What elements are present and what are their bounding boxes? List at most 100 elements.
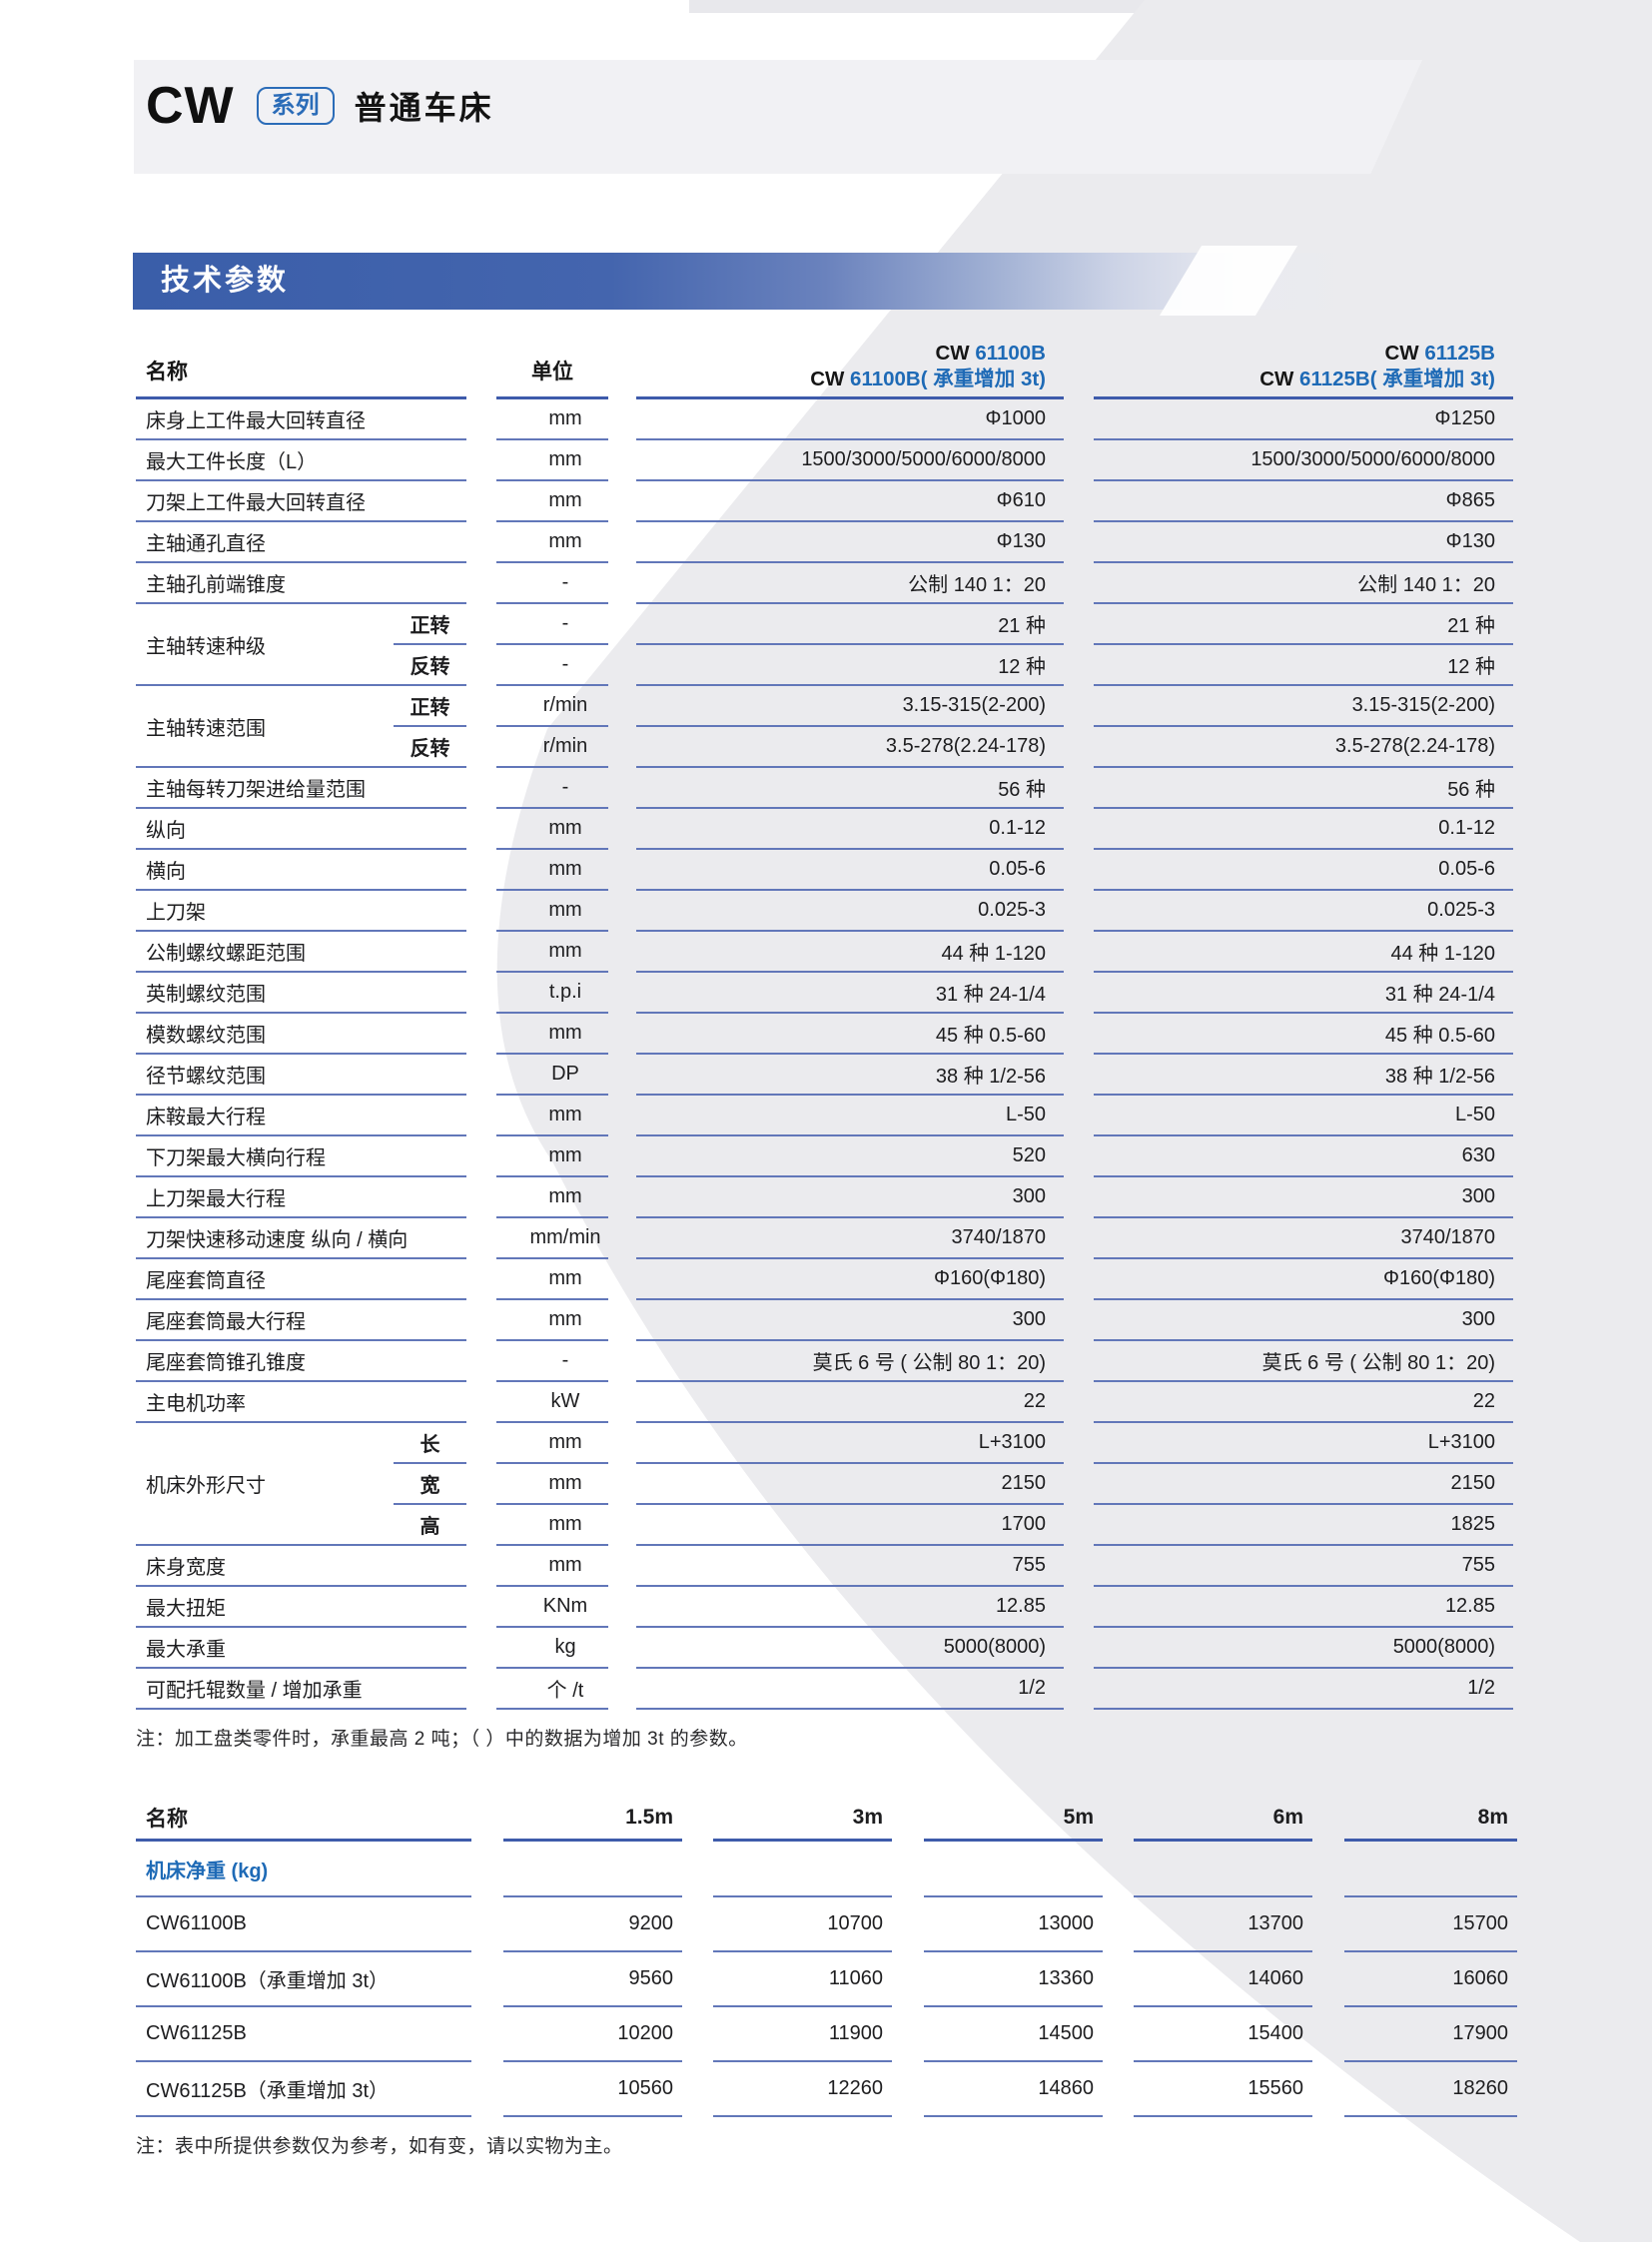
- spec-row-label: 纵向: [136, 809, 466, 850]
- spec-row-sublabel: 宽: [394, 1464, 466, 1505]
- spec-row-sublabel: 高: [394, 1505, 466, 1546]
- spec-row-value: Φ160(Φ180): [1094, 1259, 1513, 1300]
- spec-row-value: 31 种 24-1/4: [1094, 973, 1513, 1014]
- spec-row-label: 公制螺纹螺距范围: [136, 932, 466, 973]
- spec-row-label: 最大承重: [136, 1628, 466, 1669]
- spec-row-value: 12.85: [636, 1587, 1064, 1628]
- weight-group-empty: [1134, 1842, 1312, 1897]
- spec-header-name: 名称: [136, 336, 466, 399]
- spec-row-value: 22: [1094, 1382, 1513, 1423]
- spec-row-value: 21 种: [1094, 604, 1513, 645]
- page-subtitle: 普通车床: [354, 90, 494, 126]
- spec-row-value: 3.5-278(2.24-178): [636, 727, 1064, 768]
- weight-row-label: CW61100B: [136, 1897, 471, 1952]
- weight-row-value: 10200: [503, 2007, 682, 2062]
- spec-row-value: 0.1-12: [1094, 809, 1513, 850]
- spec-row-unit: DP: [496, 1055, 608, 1096]
- spec-table-body: 床身上工件最大回转直径 mm Φ1000 Φ1250 最大工件长度（L） mm 1500/3…: [136, 399, 1513, 1710]
- spec-row-value: Φ865: [1094, 481, 1513, 522]
- spec-group-label: 主轴转速种级: [136, 604, 394, 686]
- spec-row-value: 1500/3000/5000/6000/8000: [636, 440, 1064, 481]
- spec-row-value: 1825: [1094, 1505, 1513, 1546]
- spec-row-unit: -: [496, 1341, 608, 1382]
- spec-row-value: 5000(8000): [1094, 1628, 1513, 1669]
- weight-header-length: 5m: [924, 1796, 1103, 1842]
- weight-row-value: 14500: [924, 2007, 1103, 2062]
- spec-row-value: 300: [1094, 1177, 1513, 1218]
- spec-row-label: 床身宽度: [136, 1546, 466, 1587]
- spec-row-unit: mm: [496, 932, 608, 973]
- spec-row-unit: mm: [496, 1300, 608, 1341]
- spec-row-value: 21 种: [636, 604, 1064, 645]
- weight-row-label: CW61125B（承重增加 3t）: [136, 2062, 471, 2117]
- spec-row-value: 755: [636, 1546, 1064, 1587]
- spec-row-value: 300: [636, 1300, 1064, 1341]
- spec-row-value: 5000(8000): [636, 1628, 1064, 1669]
- spec-row-value: 3740/1870: [1094, 1218, 1513, 1259]
- spec-row-unit: mm: [496, 1464, 608, 1505]
- spec-header-unit: 单位: [496, 336, 608, 399]
- spec-row-sublabel: 正转: [394, 686, 466, 727]
- spec-row-unit: mm: [496, 481, 608, 522]
- spec-row-unit: mm: [496, 1014, 608, 1055]
- spec-row-unit: mm: [496, 1259, 608, 1300]
- spec-row-unit: mm: [496, 1177, 608, 1218]
- spec-row-value: 12.85: [1094, 1587, 1513, 1628]
- weight-header-length: 3m: [713, 1796, 892, 1842]
- model-prefix: CW: [1384, 342, 1425, 365]
- model-number: 61125B( 承重增加 3t): [1299, 368, 1495, 390]
- spec-row-value: Φ1000: [636, 399, 1064, 440]
- spec-row-value: 12 种: [1094, 645, 1513, 686]
- spec-row-value: 1/2: [1094, 1669, 1513, 1710]
- spec-row-unit: r/min: [496, 727, 608, 768]
- weight-row-value: 18260: [1344, 2062, 1517, 2117]
- spec-row-value: Φ130: [636, 522, 1064, 563]
- spec-row-value: 630: [1094, 1136, 1513, 1177]
- spec-row-value: 莫氏 6 号 ( 公制 80 1：20): [636, 1341, 1064, 1382]
- spec-header-model-1: CW 61100B CW 61100B( 承重增加 3t): [636, 336, 1064, 399]
- spec-row-label: 上刀架最大行程: [136, 1177, 466, 1218]
- spec-row-unit: -: [496, 768, 608, 809]
- spec-row-sublabel: 长: [394, 1423, 466, 1464]
- model-number: 61100B: [975, 342, 1046, 365]
- spec-row-unit: KNm: [496, 1587, 608, 1628]
- spec-row-label: 下刀架最大横向行程: [136, 1136, 466, 1177]
- spec-row-unit: mm: [496, 891, 608, 932]
- spec-row-unit: r/min: [496, 686, 608, 727]
- spec-table-header: 名称 单位 CW 61100B CW 61100B( 承重增加 3t) CW 6…: [136, 336, 1513, 399]
- spec-row-value: 755: [1094, 1546, 1513, 1587]
- page-title: CW 系列 普通车床: [146, 80, 494, 132]
- spec-row-value: 1500/3000/5000/6000/8000: [1094, 440, 1513, 481]
- weight-row-value: 12260: [713, 2062, 892, 2117]
- weight-header-length: 6m: [1134, 1796, 1312, 1842]
- spec-row-unit: 个 /t: [496, 1669, 608, 1710]
- spec-row-value: 45 种 0.5-60: [1094, 1014, 1513, 1055]
- weight-group-label: 机床净重 (kg): [136, 1842, 471, 1897]
- weight-row-value: 14060: [1134, 1952, 1312, 2007]
- spec-row-value: 1700: [636, 1505, 1064, 1546]
- spec-group-label: 主轴转速范围: [136, 686, 394, 768]
- spec-row-value: Φ130: [1094, 522, 1513, 563]
- spec-row-value: 44 种 1-120: [1094, 932, 1513, 973]
- spec-row-unit: mm: [496, 809, 608, 850]
- weight-row-label: CW61100B（承重增加 3t）: [136, 1952, 471, 2007]
- weight-row-value: 15400: [1134, 2007, 1312, 2062]
- spec-row-sublabel: 反转: [394, 727, 466, 768]
- spec-row-unit: t.p.i: [496, 973, 608, 1014]
- spec-row-label: 刀架快速移动速度 纵向 / 横向: [136, 1218, 466, 1259]
- spec-row-unit: mm: [496, 1505, 608, 1546]
- spec-row-value: 1/2: [636, 1669, 1064, 1710]
- spec-row-value: 莫氏 6 号 ( 公制 80 1：20): [1094, 1341, 1513, 1382]
- spec-row-value: 0.025-3: [636, 891, 1064, 932]
- spec-row-value: L-50: [1094, 1096, 1513, 1136]
- weight-row-value: 15700: [1344, 1897, 1517, 1952]
- weight-row-value: 10700: [713, 1897, 892, 1952]
- spec-row-sublabel: 反转: [394, 645, 466, 686]
- model-prefix: CW: [810, 368, 851, 390]
- spec-row-value: 38 种 1/2-56: [1094, 1055, 1513, 1096]
- spec-row-unit: -: [496, 604, 608, 645]
- spec-row-unit: mm: [496, 1546, 608, 1587]
- spec-row-value: 0.05-6: [1094, 850, 1513, 891]
- spec-row-label: 刀架上工件最大回转直径: [136, 481, 466, 522]
